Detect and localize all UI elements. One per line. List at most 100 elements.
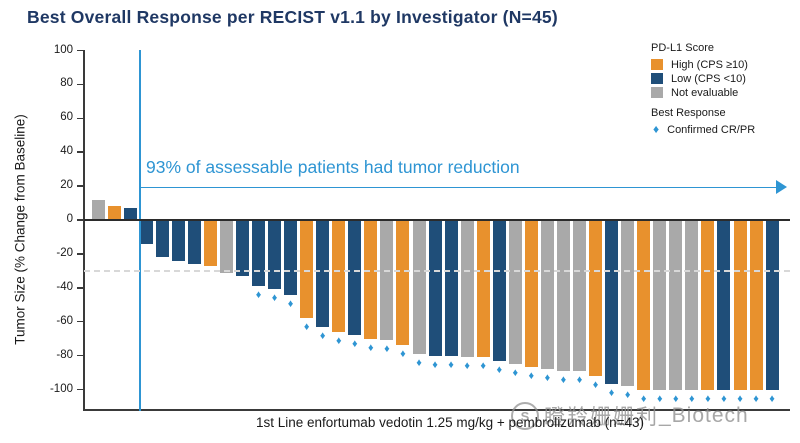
y-tick bbox=[77, 185, 84, 187]
confirmed-marker-icon: ♦ bbox=[560, 373, 567, 386]
y-tick-label: 60 bbox=[60, 111, 73, 124]
confirmed-marker-icon: ♦ bbox=[576, 373, 583, 386]
confirmed-marker-icon: ♦ bbox=[351, 338, 358, 351]
confirmed-marker-icon: ♦ bbox=[319, 329, 326, 342]
y-tick-label: 20 bbox=[60, 179, 73, 192]
confirmed-marker-icon: ♦ bbox=[672, 392, 679, 405]
bar bbox=[284, 220, 298, 295]
bar bbox=[476, 220, 490, 358]
legend: PD-L1 Score High (CPS ≥10) Low (CPS <10)… bbox=[651, 42, 755, 137]
confirmed-marker-icon: ♦ bbox=[480, 360, 486, 373]
y-tick bbox=[77, 117, 84, 120]
x-axis-title: 1st Line enfortumab vedotin 1.25 mg/kg +… bbox=[256, 415, 644, 430]
pr-threshold-dashed-line bbox=[84, 269, 790, 272]
confirmed-marker-icon: ♦ bbox=[544, 372, 551, 385]
bar bbox=[524, 220, 538, 368]
bar bbox=[219, 220, 233, 273]
y-tick bbox=[77, 287, 84, 289]
x-axis-line bbox=[83, 409, 790, 411]
confirmed-marker-icon: ♦ bbox=[624, 389, 631, 402]
confirmed-marker-icon: ♦ bbox=[689, 392, 695, 405]
y-tick-label: 80 bbox=[60, 77, 73, 90]
bar bbox=[300, 220, 314, 319]
zero-line bbox=[84, 218, 790, 222]
confirmed-marker-icon: ♦ bbox=[640, 392, 647, 405]
confirmed-marker-icon: ♦ bbox=[737, 392, 743, 405]
confirmed-marker-icon: ♦ bbox=[464, 360, 470, 373]
bar bbox=[348, 220, 362, 336]
bar bbox=[733, 220, 747, 390]
bar bbox=[268, 220, 282, 290]
legend-swatch-ne-icon bbox=[651, 87, 663, 98]
legend-swatch-high-icon bbox=[651, 59, 663, 70]
y-tick bbox=[77, 219, 84, 221]
y-tick bbox=[77, 354, 84, 357]
legend-diamond-icon: ♦ bbox=[653, 122, 660, 136]
bar bbox=[540, 220, 554, 370]
legend-item-confirmed: ♦ Confirmed CR/PR bbox=[651, 123, 755, 136]
watermark-suffix: _Biotech bbox=[659, 404, 749, 427]
bar bbox=[653, 220, 667, 390]
bar bbox=[139, 220, 153, 244]
bar bbox=[316, 220, 330, 327]
bar bbox=[605, 220, 619, 385]
y-axis-title: Tumor Size (% Change from Baseline) bbox=[12, 114, 28, 345]
y-tick-label: -100 bbox=[49, 382, 73, 395]
bar bbox=[669, 220, 683, 390]
confirmed-marker-icon: ♦ bbox=[432, 358, 438, 371]
y-tick-label: -60 bbox=[56, 314, 73, 327]
confirmed-marker-icon: ♦ bbox=[705, 392, 711, 405]
annotation-text: 93% of assessable patients had tumor red… bbox=[146, 157, 520, 177]
confirmed-marker-icon: ♦ bbox=[416, 356, 422, 369]
bar bbox=[203, 220, 217, 266]
bar bbox=[621, 220, 635, 387]
y-tick bbox=[77, 253, 84, 255]
annotation-arrow-line bbox=[140, 186, 777, 189]
bar bbox=[573, 220, 586, 371]
plot-area: 93% of assessable patients had tumor red… bbox=[50, 44, 790, 411]
bar bbox=[492, 220, 506, 361]
bar bbox=[252, 220, 265, 287]
bar bbox=[187, 220, 201, 265]
legend-item-confirmed-label: Confirmed CR/PR bbox=[667, 123, 756, 136]
confirmed-marker-icon: ♦ bbox=[608, 387, 615, 400]
y-tick-label: 0 bbox=[66, 213, 73, 225]
bar bbox=[171, 220, 185, 261]
confirmed-marker-icon: ♦ bbox=[271, 292, 278, 305]
confirmed-marker-icon: ♦ bbox=[368, 341, 374, 354]
y-axis-line bbox=[83, 50, 85, 411]
y-tick bbox=[77, 49, 84, 52]
bar bbox=[412, 220, 426, 354]
legend-item-ne-label: Not evaluable bbox=[671, 86, 739, 99]
confirmed-marker-icon: ♦ bbox=[753, 392, 759, 405]
confirmed-marker-icon: ♦ bbox=[448, 358, 454, 371]
bar bbox=[444, 220, 458, 356]
confirmed-marker-icon: ♦ bbox=[335, 334, 342, 347]
bar bbox=[107, 206, 121, 220]
legend-item-high-label: High (CPS ≥10) bbox=[671, 58, 748, 71]
confirmed-marker-icon: ♦ bbox=[384, 343, 390, 356]
y-tick-label: -40 bbox=[56, 280, 73, 293]
bar bbox=[765, 220, 779, 390]
legend-swatch-low-icon bbox=[651, 73, 663, 84]
bar bbox=[556, 220, 570, 371]
legend-item-ne: Not evaluable bbox=[651, 86, 755, 99]
y-tick-label: 100 bbox=[53, 43, 73, 56]
baseline-marker-line bbox=[139, 50, 142, 411]
confirmed-marker-icon: ♦ bbox=[303, 321, 310, 334]
y-tick-label: -80 bbox=[56, 348, 73, 361]
bar bbox=[428, 220, 442, 356]
bar bbox=[685, 220, 699, 390]
watermark-text-left: 瞪羚 bbox=[544, 406, 590, 429]
watermark-text-right: 姗姗利 bbox=[590, 406, 659, 429]
confirmed-marker-icon: ♦ bbox=[255, 289, 262, 302]
confirmed-marker-icon: ♦ bbox=[721, 392, 727, 405]
confirmed-marker-icon: ♦ bbox=[592, 378, 599, 391]
watermark-badge-icon: S bbox=[511, 402, 539, 430]
y-tick-label: 40 bbox=[60, 145, 73, 158]
bar bbox=[717, 220, 731, 390]
bar bbox=[364, 220, 378, 339]
confirmed-marker-icon: ♦ bbox=[287, 297, 294, 310]
annotation-arrowhead-icon bbox=[776, 180, 787, 194]
